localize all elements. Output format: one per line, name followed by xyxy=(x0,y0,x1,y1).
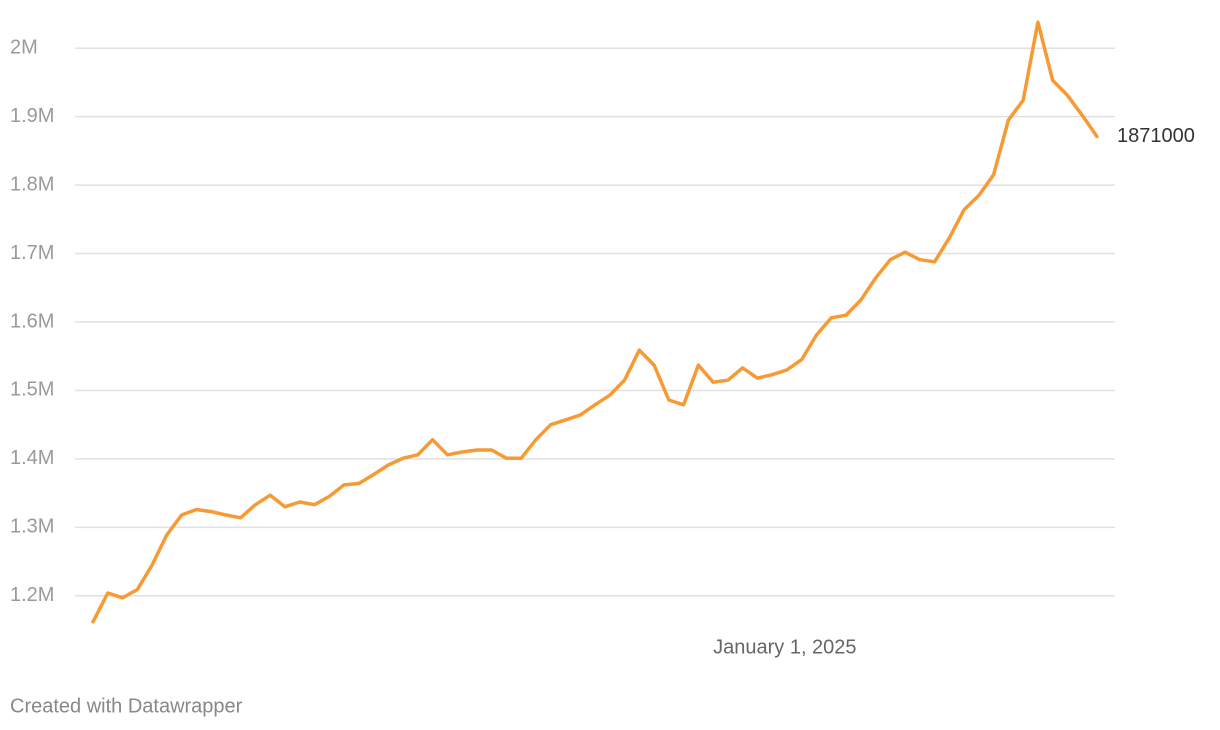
y-tick-label: 1.7M xyxy=(10,242,54,264)
end-label: 1871000 xyxy=(1117,125,1195,147)
y-tick-label: 2M xyxy=(10,37,38,59)
y-tick-label: 1.3M xyxy=(10,516,54,538)
y-tick-label: 1.9M xyxy=(10,105,54,127)
y-tick-label: 1.4M xyxy=(10,447,54,469)
x-tick-label: January 1, 2025 xyxy=(713,636,856,658)
y-tick-label: 1.8M xyxy=(10,173,54,195)
credit: Created with Datawrapper xyxy=(10,695,243,717)
line xyxy=(91,20,1099,624)
y-tick-label: 1.2M xyxy=(10,584,54,606)
y-tick-label: 1.5M xyxy=(10,379,54,401)
y-tick-label: 1.6M xyxy=(10,310,54,332)
